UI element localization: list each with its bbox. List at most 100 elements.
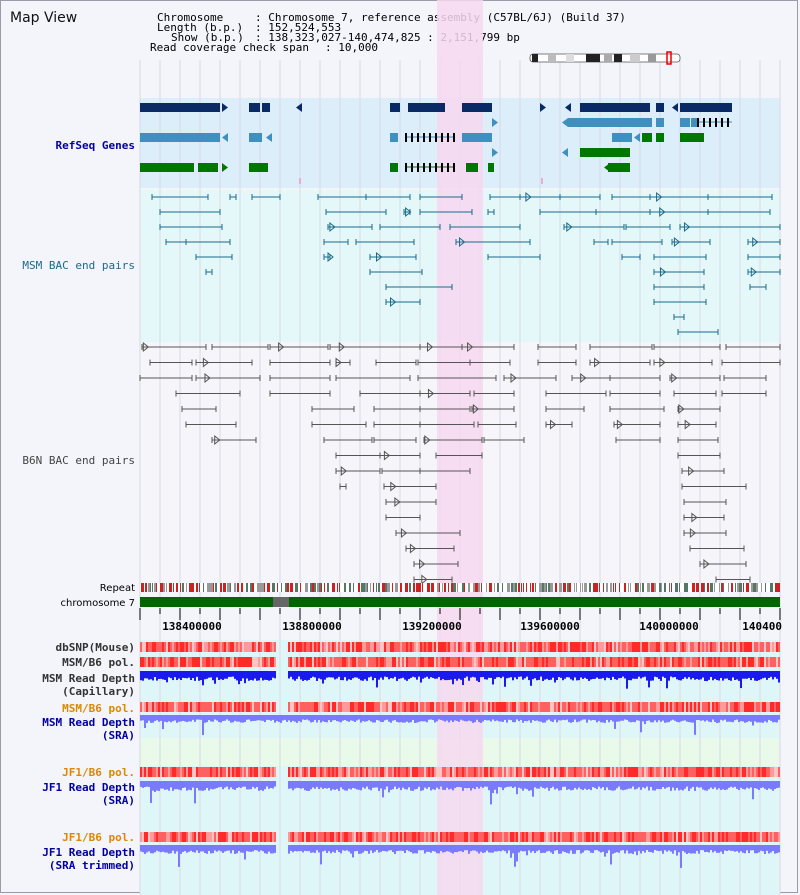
polymorphism-bin [536, 767, 538, 777]
polymorphism-bin [594, 702, 596, 712]
polymorphism-bin [198, 642, 200, 652]
read-depth-bin [494, 781, 496, 790]
bac-arrow [659, 206, 666, 218]
polymorphism-bin [482, 642, 484, 652]
read-depth-bin [562, 715, 564, 720]
read-depth-bin [748, 781, 750, 789]
read-depth-bin [608, 845, 610, 851]
polymorphism-bin [472, 642, 474, 652]
repeat-element [696, 583, 699, 592]
polymorphism-bin [548, 657, 550, 667]
polymorphism-bin [736, 657, 738, 667]
refseq-genes-track[interactable] [140, 103, 732, 184]
polymorphism-bin [690, 657, 692, 667]
polymorphism-bin [328, 702, 330, 712]
polymorphism-bin [658, 832, 660, 842]
polymorphism-bin [456, 832, 458, 842]
bac-arrow [659, 266, 667, 278]
b6n-bac-track[interactable] [139, 341, 781, 585]
repeat-element [481, 583, 482, 592]
polymorphism-bin [236, 657, 238, 667]
read-depth-bin [482, 781, 484, 788]
polymorphism-bin [344, 767, 346, 777]
read-depth-bin [538, 671, 540, 680]
read-depth-bin [718, 845, 720, 853]
polymorphism-bin [758, 702, 760, 712]
read-depth-bin [696, 845, 698, 851]
msm-bac-track[interactable] [151, 191, 781, 335]
read-depth-bin [640, 715, 642, 733]
polymorphism-bin [624, 832, 626, 842]
polymorphism-bin [228, 832, 230, 842]
read-depth-bin [210, 715, 212, 722]
read-depth-bin [372, 671, 374, 681]
read-depth-bin [568, 715, 570, 723]
lower-data-tracks[interactable] [140, 642, 780, 868]
read-depth-bin [742, 845, 744, 853]
read-depth-bin [492, 715, 494, 720]
polymorphism-bin [478, 657, 480, 667]
polymorphism-bin [246, 657, 248, 667]
read-depth-bin [340, 781, 342, 788]
polymorphism-bin [260, 702, 262, 712]
repeat-track[interactable] [140, 583, 780, 592]
polymorphism-bin [442, 702, 444, 712]
polymorphism-bin [562, 657, 564, 667]
read-depth-bin [366, 781, 368, 787]
read-depth-bin [504, 715, 506, 720]
polymorphism-bin [182, 642, 184, 652]
read-depth-bin [270, 781, 272, 788]
polymorphism-bin [520, 642, 522, 652]
repeat-element [234, 583, 236, 592]
polymorphism-bin [154, 767, 156, 777]
read-depth-bin [752, 845, 754, 851]
read-depth-bin [398, 671, 400, 679]
read-depth-bin [726, 845, 728, 852]
repeat-element [349, 583, 351, 592]
polymorphism-bin [756, 657, 758, 667]
polymorphism-bin [552, 702, 554, 712]
polymorphism-bin [212, 657, 214, 667]
read-depth-bin [404, 781, 406, 790]
polymorphism-bin [778, 642, 780, 652]
polymorphism-bin [378, 642, 380, 652]
read-depth-bin [696, 715, 698, 720]
polymorphism-bin [434, 657, 436, 667]
read-depth-bin [756, 781, 758, 789]
read-depth-bin [528, 845, 530, 851]
polymorphism-bin [328, 642, 330, 652]
polymorphism-bin [164, 832, 166, 842]
polymorphism-bin [312, 832, 314, 842]
polymorphism-bin [622, 832, 624, 842]
read-depth-bin [182, 715, 184, 721]
read-depth-bin [196, 715, 198, 720]
read-depth-bin [290, 845, 292, 851]
chromosome-band-bar[interactable] [140, 597, 780, 607]
read-depth-bin [458, 845, 460, 852]
read-depth-bin [388, 781, 390, 793]
read-depth-bin [298, 671, 300, 677]
chromosome-ideogram[interactable] [529, 51, 681, 65]
polymorphism-bin [226, 702, 228, 712]
polymorphism-bin [538, 702, 540, 712]
read-depth-bin [554, 845, 556, 851]
repeat-element [262, 583, 264, 592]
polymorphism-bin [412, 642, 414, 652]
polymorphism-bin [540, 832, 542, 842]
read-depth-bin [432, 781, 434, 790]
read-depth-bin [626, 715, 628, 720]
polymorphism-bin [444, 702, 446, 712]
repeat-element [753, 583, 756, 592]
selected-region-highlight[interactable] [437, 0, 483, 895]
polymorphism-bin [446, 767, 448, 777]
read-depth-bin [602, 671, 604, 679]
polymorphism-bin [400, 657, 402, 667]
repeat-element [373, 583, 374, 592]
read-depth-bin [224, 671, 226, 679]
b6n-bac-label: B6N BAC end pairs [22, 454, 135, 467]
polymorphism-bin [594, 832, 596, 842]
polymorphism-bin [566, 832, 568, 842]
polymorphism-bin [376, 642, 378, 652]
read-depth-bin [530, 845, 532, 853]
